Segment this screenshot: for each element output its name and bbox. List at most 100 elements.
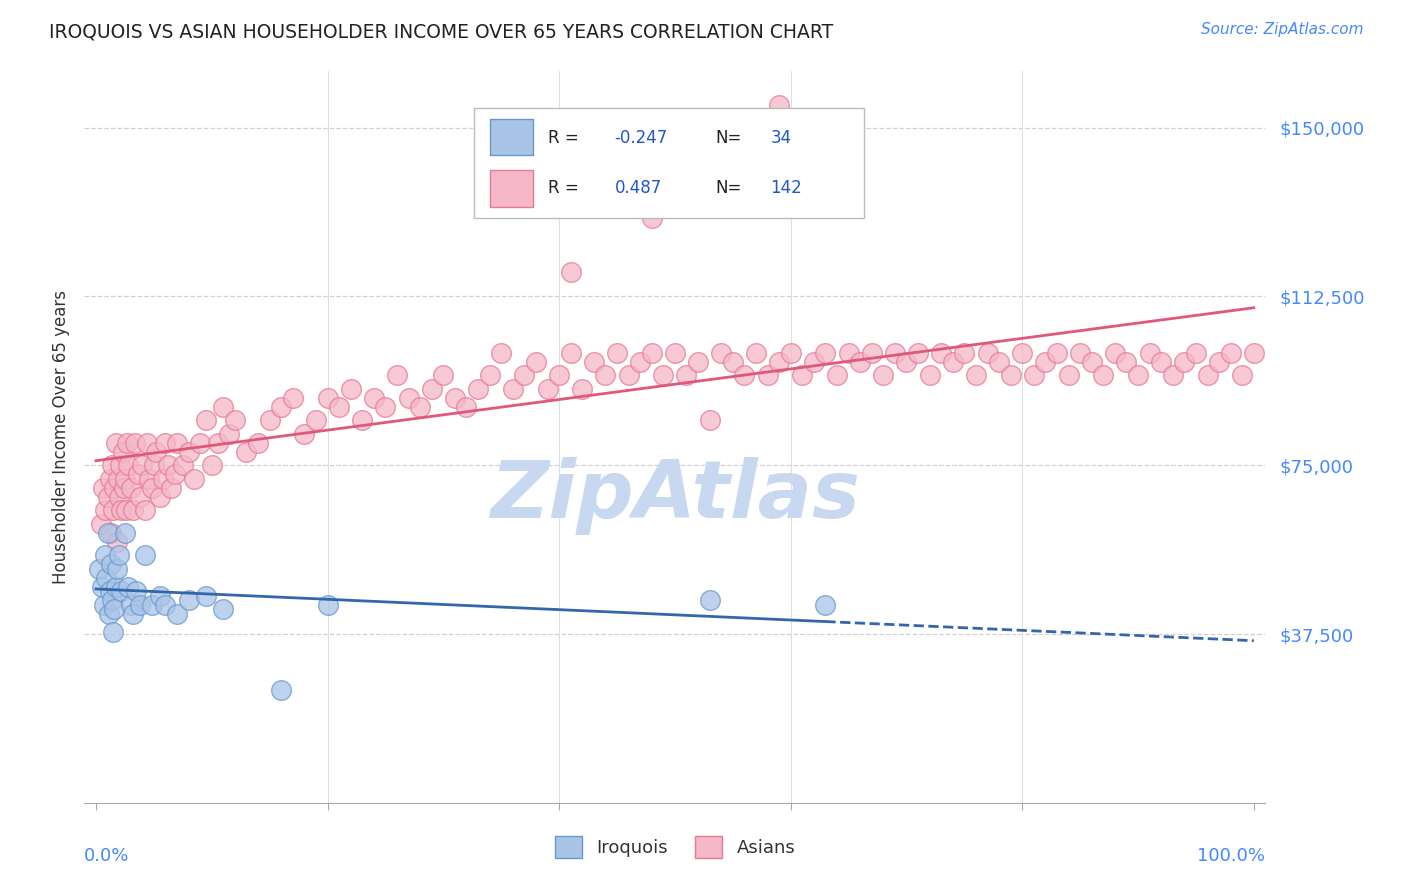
Point bbox=[814, 598, 837, 612]
Point bbox=[536, 382, 558, 396]
Point bbox=[117, 458, 139, 473]
Point bbox=[1046, 345, 1069, 359]
Point bbox=[825, 368, 848, 383]
Point bbox=[502, 382, 524, 396]
Point bbox=[100, 558, 122, 572]
Point bbox=[94, 503, 117, 517]
Point bbox=[1185, 345, 1208, 359]
Point bbox=[571, 382, 593, 396]
Point bbox=[1219, 345, 1241, 359]
Point bbox=[101, 458, 124, 473]
Point bbox=[872, 368, 894, 383]
Point bbox=[1080, 354, 1102, 368]
Point bbox=[141, 481, 163, 495]
Point bbox=[1115, 354, 1137, 368]
Point bbox=[111, 444, 134, 458]
Point bbox=[953, 345, 976, 359]
Point bbox=[103, 624, 125, 639]
Point bbox=[112, 481, 135, 495]
Point bbox=[988, 354, 1011, 368]
Point bbox=[145, 444, 167, 458]
Point bbox=[721, 354, 744, 368]
Text: 0.487: 0.487 bbox=[614, 179, 662, 197]
Point bbox=[93, 598, 115, 612]
Point bbox=[1011, 345, 1033, 359]
Point bbox=[756, 368, 779, 383]
Point bbox=[409, 400, 432, 414]
Point bbox=[699, 593, 721, 607]
Point bbox=[235, 444, 257, 458]
Point bbox=[628, 354, 651, 368]
Point bbox=[155, 435, 177, 450]
Point bbox=[745, 345, 768, 359]
Point bbox=[513, 368, 536, 383]
Point bbox=[259, 413, 281, 427]
Point bbox=[1126, 368, 1149, 383]
Point bbox=[467, 382, 489, 396]
Point bbox=[292, 426, 315, 441]
Point bbox=[103, 602, 125, 616]
Point bbox=[270, 400, 292, 414]
Point bbox=[141, 598, 163, 612]
Point bbox=[97, 607, 120, 621]
Text: 34: 34 bbox=[770, 128, 792, 146]
Point bbox=[96, 490, 118, 504]
Point bbox=[98, 472, 121, 486]
Point bbox=[105, 562, 128, 576]
Point bbox=[1139, 345, 1161, 359]
Point bbox=[1035, 354, 1057, 368]
Point bbox=[838, 345, 860, 359]
Point bbox=[188, 435, 211, 450]
Point bbox=[976, 345, 998, 359]
Point bbox=[122, 503, 145, 517]
Point bbox=[115, 503, 138, 517]
Point bbox=[803, 354, 825, 368]
Point bbox=[183, 472, 205, 486]
Point bbox=[134, 548, 156, 562]
Point bbox=[686, 354, 709, 368]
Point bbox=[1243, 345, 1265, 359]
Point bbox=[120, 481, 142, 495]
Text: N=: N= bbox=[716, 128, 742, 146]
Legend: Iroquois, Asians: Iroquois, Asians bbox=[546, 827, 804, 867]
Point bbox=[641, 211, 664, 225]
Point bbox=[100, 525, 122, 540]
Point bbox=[155, 598, 177, 612]
Point bbox=[134, 503, 156, 517]
Point bbox=[194, 413, 217, 427]
Point bbox=[163, 467, 186, 482]
Point bbox=[212, 602, 235, 616]
Point bbox=[641, 345, 664, 359]
Point bbox=[131, 458, 153, 473]
Point bbox=[152, 472, 174, 486]
Point bbox=[675, 368, 697, 383]
Point bbox=[91, 481, 114, 495]
Point bbox=[316, 391, 339, 405]
Text: N=: N= bbox=[716, 179, 742, 197]
Point bbox=[96, 571, 118, 585]
Y-axis label: Householder Income Over 65 years: Householder Income Over 65 years bbox=[52, 290, 70, 584]
Point bbox=[103, 503, 125, 517]
Point bbox=[114, 525, 136, 540]
Point bbox=[103, 481, 125, 495]
Point bbox=[127, 467, 149, 482]
Point bbox=[582, 354, 605, 368]
Point bbox=[149, 589, 172, 603]
Point bbox=[942, 354, 965, 368]
Point bbox=[120, 598, 142, 612]
Point bbox=[363, 391, 385, 405]
Point bbox=[138, 472, 160, 486]
Point bbox=[207, 435, 229, 450]
Point bbox=[281, 391, 304, 405]
Point bbox=[135, 435, 157, 450]
Point bbox=[247, 435, 270, 450]
Point bbox=[224, 413, 246, 427]
Text: 142: 142 bbox=[770, 179, 801, 197]
Point bbox=[89, 562, 111, 576]
Point bbox=[172, 458, 194, 473]
Point bbox=[606, 345, 628, 359]
Point bbox=[110, 458, 132, 473]
Point bbox=[548, 368, 571, 383]
Bar bbox=[489, 119, 533, 155]
Point bbox=[96, 525, 118, 540]
